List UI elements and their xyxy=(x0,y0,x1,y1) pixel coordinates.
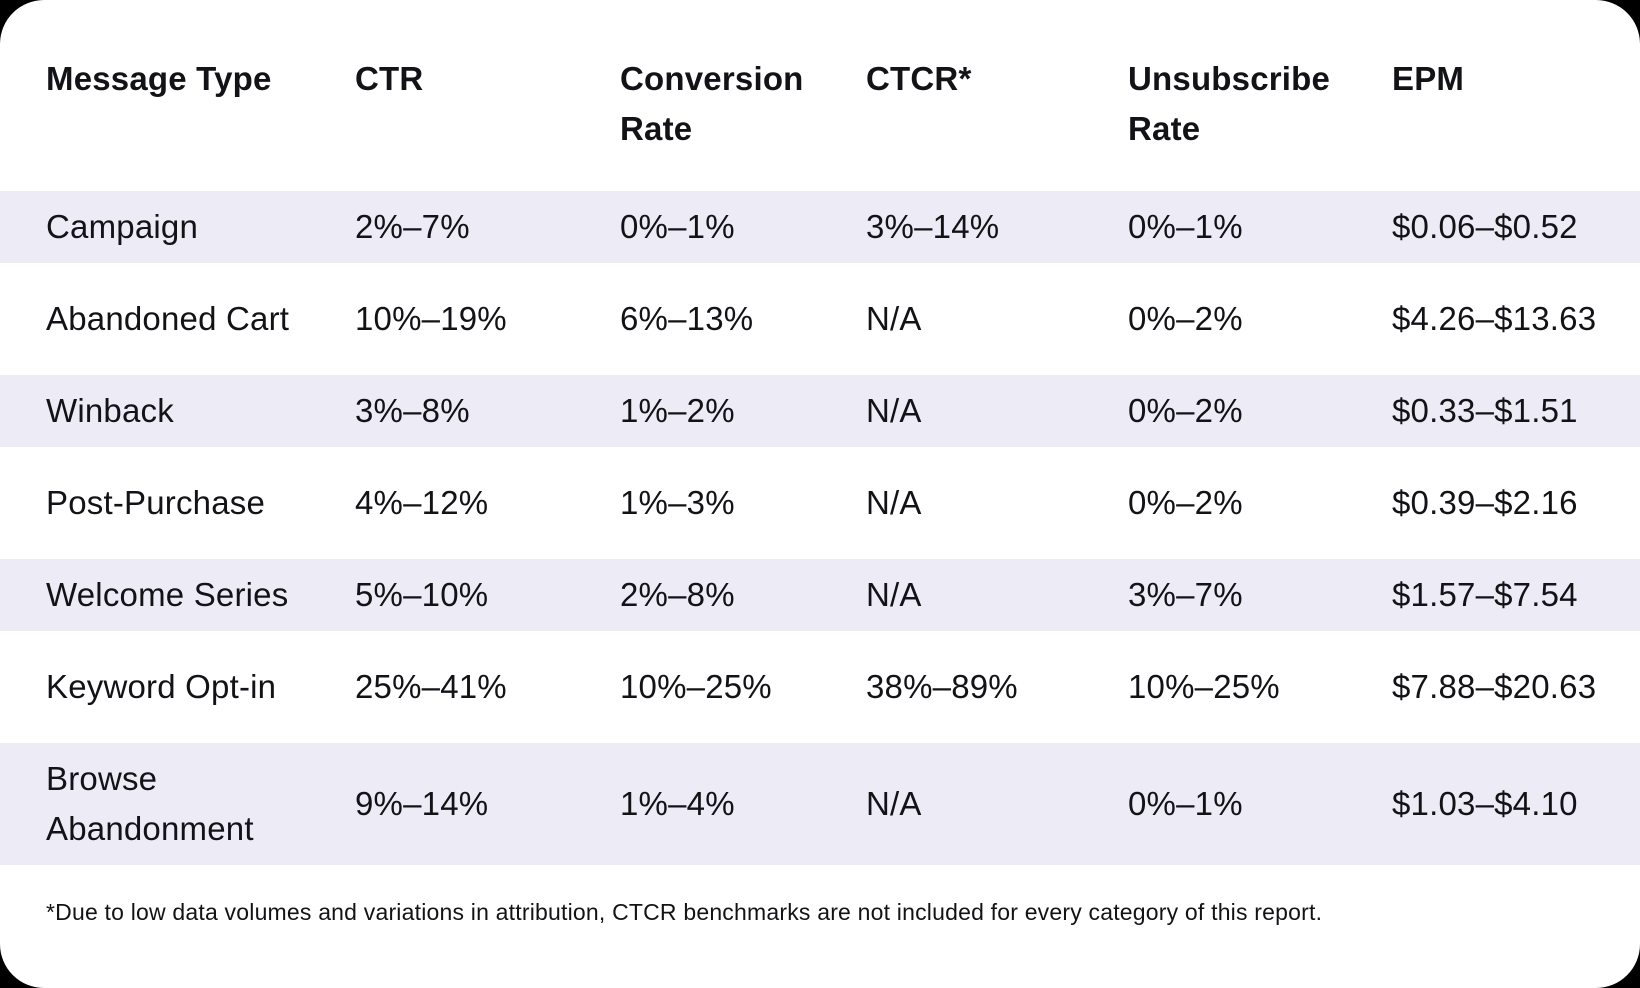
cell-conversion-rate: 10%–25% xyxy=(620,668,772,705)
cell-unsubscribe-rate: 0%–2% xyxy=(1128,300,1243,337)
cell-conversion-rate: 1%–3% xyxy=(620,484,735,521)
table-row-abandoned-cart: Abandoned Cart 10%–19% 6%–13% N/A 0%–2% … xyxy=(0,283,1640,355)
cell-ctr: 10%–19% xyxy=(355,300,507,337)
cell-message-type: Campaign xyxy=(0,191,355,263)
cell-ctcr: 3%–14% xyxy=(866,191,1128,263)
cell-message-type: Abandoned Cart xyxy=(46,300,290,337)
cell-epm: $0.33–$1.51 xyxy=(1392,375,1640,447)
cell-unsubscribe-rate: 0%–1% xyxy=(1128,743,1392,865)
cell-ctcr: N/A xyxy=(866,375,1128,447)
cell-conversion-rate: 1%–4% xyxy=(620,743,866,865)
table-row-campaign: Campaign 2%–7% 0%–1% 3%–14% 0%–1% $0.06–… xyxy=(0,191,1640,263)
cell-ctcr: 38%–89% xyxy=(866,668,1018,705)
column-header-conversion-rate: Conversion Rate xyxy=(620,60,804,147)
column-header-ctr: CTR xyxy=(355,60,424,97)
cell-ctr: 9%–14% xyxy=(355,743,620,865)
column-header-epm: EPM xyxy=(1392,60,1465,97)
cell-message-type: Welcome Series xyxy=(0,559,355,631)
cell-ctcr: N/A xyxy=(866,484,922,521)
table-row-welcome-series: Welcome Series 5%–10% 2%–8% N/A 3%–7% $1… xyxy=(0,559,1640,631)
cell-conversion-rate: 6%–13% xyxy=(620,300,754,337)
cell-ctr: 25%–41% xyxy=(355,668,507,705)
cell-ctcr: N/A xyxy=(866,743,1128,865)
table-row-winback: Winback 3%–8% 1%–2% N/A 0%–2% $0.33–$1.5… xyxy=(0,375,1640,447)
header-row: Message Type CTR Conversion Rate CTCR* U… xyxy=(0,36,1640,171)
cell-ctr: 3%–8% xyxy=(355,375,620,447)
column-header-ctcr: CTCR* xyxy=(866,60,972,97)
column-header-message-type: Message Type xyxy=(46,60,272,97)
cell-ctr: 5%–10% xyxy=(355,559,620,631)
cell-message-type: Keyword Opt-in xyxy=(46,668,277,705)
cell-epm: $0.06–$0.52 xyxy=(1392,191,1640,263)
ctcr-footnote: *Due to low data volumes and variations … xyxy=(46,899,1323,925)
cell-message-type: Browse Abandonment xyxy=(0,743,355,865)
cell-unsubscribe-rate: 10%–25% xyxy=(1128,668,1280,705)
cell-conversion-rate: 0%–1% xyxy=(620,191,866,263)
cell-unsubscribe-rate: 0%–2% xyxy=(1128,375,1392,447)
cell-ctcr: N/A xyxy=(866,300,922,337)
table-row-browse-abandonment: Browse Abandonment 9%–14% 1%–4% N/A 0%–1… xyxy=(0,743,1640,865)
cell-conversion-rate: 1%–2% xyxy=(620,375,866,447)
benchmarks-table: Message Type CTR Conversion Rate CTCR* U… xyxy=(0,16,1640,885)
cell-unsubscribe-rate: 0%–1% xyxy=(1128,191,1392,263)
cell-unsubscribe-rate: 0%–2% xyxy=(1128,484,1243,521)
column-header-unsubscribe-rate: Unsubscribe Rate xyxy=(1128,60,1331,147)
cell-epm: $0.39–$2.16 xyxy=(1392,484,1578,521)
cell-ctr: 4%–12% xyxy=(355,484,489,521)
cell-message-type: Winback xyxy=(0,375,355,447)
cell-epm: $4.26–$13.63 xyxy=(1392,300,1597,337)
cell-epm: $7.88–$20.63 xyxy=(1392,668,1597,705)
cell-unsubscribe-rate: 3%–7% xyxy=(1128,559,1392,631)
cell-ctr: 2%–7% xyxy=(355,191,620,263)
cell-message-type: Post-Purchase xyxy=(46,484,266,521)
cell-conversion-rate: 2%–8% xyxy=(620,559,866,631)
table-row-keyword-opt-in: Keyword Opt-in 25%–41% 10%–25% 38%–89% 1… xyxy=(0,651,1640,723)
table-row-post-purchase: Post-Purchase 4%–12% 1%–3% N/A 0%–2% $0.… xyxy=(0,467,1640,539)
cell-ctcr: N/A xyxy=(866,559,1128,631)
cell-epm: $1.57–$7.54 xyxy=(1392,559,1640,631)
cell-epm: $1.03–$4.10 xyxy=(1392,743,1640,865)
